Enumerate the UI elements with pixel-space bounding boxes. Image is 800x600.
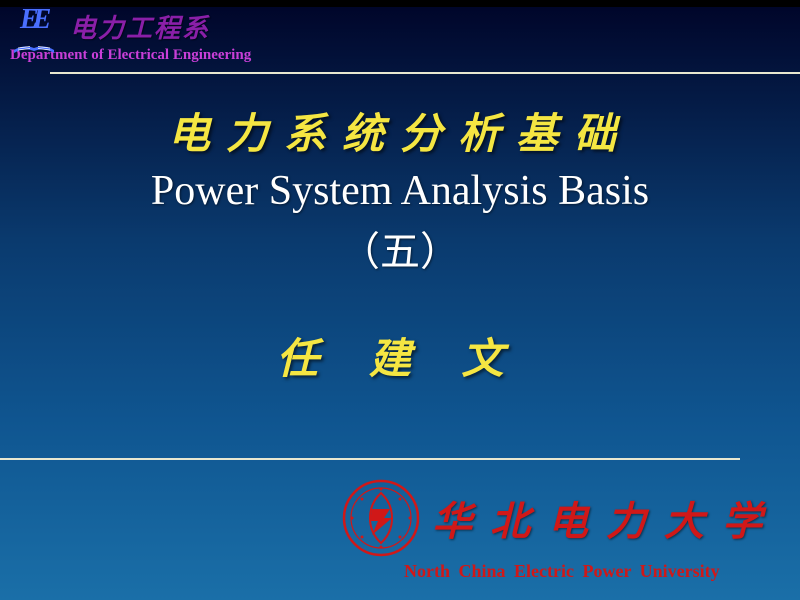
header-text: 电力工程系 Department of Electrical Engineeri…: [70, 8, 251, 64]
logo-ee-text: EE: [20, 8, 45, 32]
dept-logo: EE: [10, 8, 62, 56]
divider-top: [50, 72, 800, 74]
university-logo-icon: [342, 479, 420, 557]
header: EE 电力工程系 Department of Electrical Engine…: [10, 8, 251, 64]
main-content: 电力系统分析基础 Power System Analysis Basis （五）…: [0, 100, 800, 386]
book-icon: [12, 36, 56, 54]
footer: 华北电力大学 North China Electric Power Univer…: [342, 479, 780, 582]
chapter-number: （五）: [0, 219, 800, 277]
title-cn: 电力系统分析基础: [0, 100, 800, 161]
top-border: [0, 0, 800, 7]
dept-name-cn: 电力工程系: [70, 8, 251, 45]
author-name: 任 建 文: [0, 325, 800, 386]
divider-bottom: [0, 458, 740, 460]
university-name-cn: 华北电力大学: [432, 489, 780, 547]
title-en: Power System Analysis Basis: [0, 167, 800, 215]
footer-row: 华北电力大学: [342, 479, 780, 557]
university-name-en: North China Electric Power University: [404, 561, 780, 582]
